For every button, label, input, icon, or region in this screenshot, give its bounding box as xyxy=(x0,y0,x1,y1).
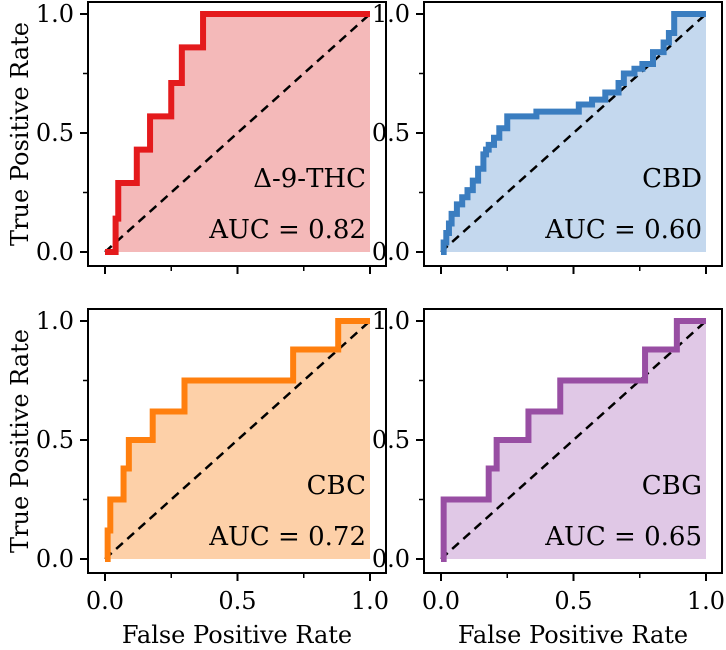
y-tick-label: 0.0 xyxy=(36,545,74,573)
y-tick-label: 0.0 xyxy=(36,238,74,266)
y-tick-label: 1.0 xyxy=(372,307,410,335)
y-tick-label: 0.5 xyxy=(36,426,74,454)
x-tick-label: 1.0 xyxy=(687,587,725,615)
y-tick-label: 1.0 xyxy=(372,0,410,28)
compound-label: CBC xyxy=(307,471,366,501)
y-axis-title: True Positive Rate xyxy=(6,22,34,246)
x-tick-label: 0.5 xyxy=(554,587,592,615)
x-axis-title: False Positive Rate xyxy=(122,621,352,649)
y-tick-label: 1.0 xyxy=(36,0,74,28)
x-tick-label: 0.5 xyxy=(218,587,256,615)
roc-panel-2: 0.0 0.5 1.0 CBD AUC = 0.60 xyxy=(372,0,723,274)
x-tick-label: 1.0 xyxy=(351,587,389,615)
auc-label: AUC = 0.65 xyxy=(544,522,702,552)
roc-area xyxy=(105,321,370,559)
y-axis-title: True Positive Rate xyxy=(6,329,34,553)
roc-curve xyxy=(440,11,706,255)
y-tick-label: 0.0 xyxy=(372,545,410,573)
x-axis-title: False Positive Rate xyxy=(458,621,688,649)
roc-panel-3: 0.0 0.5 1.0 0.0 0.5 1.0 CBC AUC = 0.72 True Posi… xyxy=(6,307,389,649)
roc-panel-1: 0.0 0.5 1.0 Δ-9-THC AUC = 0.82 True Positive … xyxy=(6,0,387,274)
y-tick-label: 0.5 xyxy=(372,426,410,454)
roc-curve xyxy=(104,318,370,562)
x-tick-label: 0.0 xyxy=(86,587,124,615)
roc-area xyxy=(441,14,706,252)
roc-curve xyxy=(440,318,706,562)
auc-label: AUC = 0.60 xyxy=(544,215,702,245)
y-tick-label: 1.0 xyxy=(36,307,74,335)
roc-panel-4: 0.0 0.5 1.0 0.0 0.5 1.0 CBG AUC = 0.65 False Pos… xyxy=(372,307,725,649)
auc-label: AUC = 0.82 xyxy=(208,215,366,245)
y-tick-label: 0.5 xyxy=(36,119,74,147)
x-tick-label: 0.0 xyxy=(422,587,460,615)
roc-area xyxy=(105,14,370,252)
y-tick-label: 0.0 xyxy=(372,238,410,266)
auc-label: AUC = 0.72 xyxy=(208,522,366,552)
y-tick-label: 0.5 xyxy=(372,119,410,147)
compound-label: Δ-9-THC xyxy=(253,164,366,194)
compound-label: CBD xyxy=(642,164,702,194)
compound-label: CBG xyxy=(642,471,702,501)
roc-curve xyxy=(105,11,370,255)
